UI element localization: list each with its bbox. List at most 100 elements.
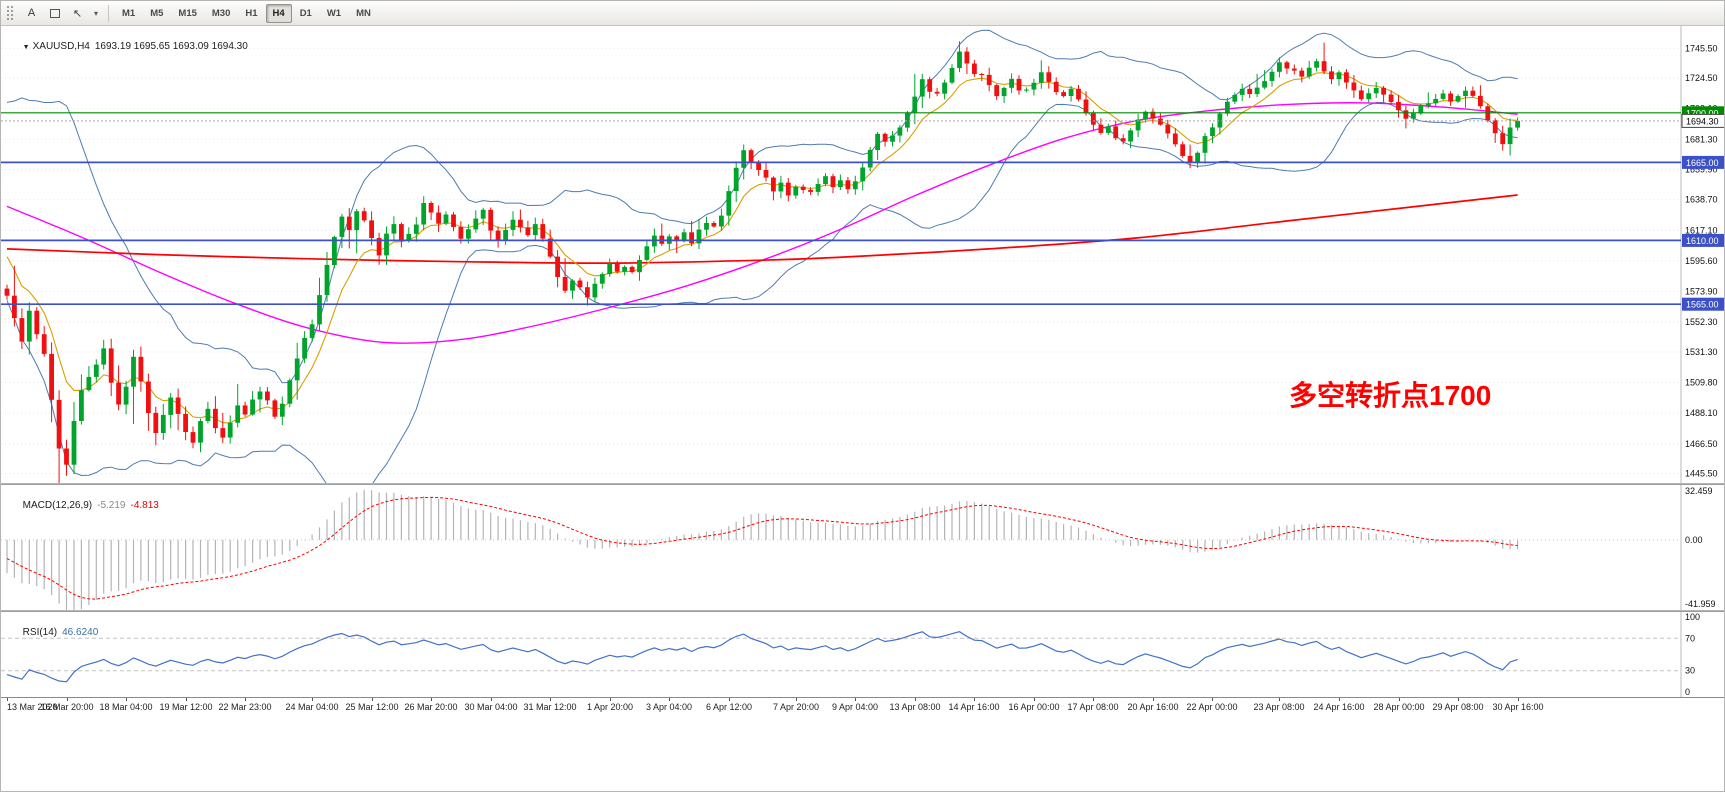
- text-box-button[interactable]: [44, 3, 65, 23]
- bollinger-lower-line: [6, 102, 1518, 483]
- time-axis-label: 25 Mar 12:00: [345, 702, 399, 712]
- svg-text:1509.80: 1509.80: [1685, 377, 1718, 387]
- rsi-header: RSI(14) 46.6240: [6, 616, 99, 649]
- time-axis-tick: [1279, 698, 1280, 701]
- time-axis-label: 30 Mar 04:00: [464, 702, 518, 712]
- time-axis-label: 19 Mar 12:00: [159, 702, 213, 712]
- rsi-canvas[interactable]: 100 70 30 0: [1, 612, 1725, 697]
- time-axis-label: 3 Apr 04:00: [645, 702, 693, 712]
- macd-canvas[interactable]: 32.459 0.00 -41.959: [1, 485, 1725, 610]
- time-axis[interactable]: 13 Mar 2020 16 Mar 20:00 18 Mar 04:00 19 Ma…: [1, 697, 1724, 714]
- macd-panel: MACD(12,26,9) -5.219 -4.813 32.459 0.00 -41.…: [1, 485, 1725, 610]
- price-axis[interactable]: [1681, 26, 1725, 483]
- svg-text:30: 30: [1685, 666, 1695, 676]
- time-axis-tick: [610, 698, 611, 701]
- time-axis-tick: [796, 698, 797, 701]
- timeframe-m5-button[interactable]: M5: [143, 4, 170, 23]
- time-axis-tick: [1399, 698, 1400, 701]
- level-price-label: 1610.00: [1686, 236, 1719, 246]
- svg-text:0: 0: [1685, 687, 1690, 697]
- time-axis-label: 24 Mar 04:00: [285, 702, 339, 712]
- main-chart-canvas[interactable]: 1745.501724.501703.101681.301659.901638.…: [1, 26, 1725, 483]
- time-axis-tick: [7, 698, 8, 701]
- timeframe-m1-button[interactable]: M1: [115, 4, 142, 23]
- timeframe-buttons: M1 M5 M15 M30 H1 H4 D1 W1 MN: [115, 3, 378, 23]
- bid-price-label: 1694.30: [1686, 116, 1719, 126]
- svg-text:1724.50: 1724.50: [1685, 73, 1718, 83]
- macd-header: MACD(12,26,9) -5.219 -4.813: [6, 489, 159, 522]
- macd-label: MACD(12,26,9): [22, 500, 93, 511]
- toolbar-separator: [108, 4, 109, 22]
- bottom-spacer: [1, 714, 1724, 791]
- time-axis-label: 13 Apr 08:00: [889, 702, 941, 712]
- svg-text:1488.10: 1488.10: [1685, 408, 1718, 418]
- timeframe-mn-button[interactable]: MN: [349, 4, 378, 23]
- box-icon: [49, 8, 60, 18]
- chart-collapse-icon[interactable]: ▼: [22, 44, 30, 51]
- time-axis-label: 6 Apr 12:00: [705, 702, 753, 712]
- time-axis-label: 28 Apr 00:00: [1373, 702, 1425, 712]
- time-axis-tick: [915, 698, 916, 701]
- svg-text:1466.50: 1466.50: [1685, 439, 1718, 449]
- svg-text:1445.50: 1445.50: [1685, 469, 1718, 479]
- svg-text:1552.30: 1552.30: [1685, 317, 1718, 327]
- symbol-period-label: XAUUSD,H4: [32, 41, 90, 52]
- panel-separator[interactable]: [1, 483, 1724, 485]
- annotation-letter-button[interactable]: A: [21, 3, 42, 23]
- toolbar-drag-handle[interactable]: [6, 5, 15, 21]
- svg-text:0.00: 0.00: [1685, 535, 1703, 545]
- timeframe-m15-button[interactable]: M15: [171, 4, 203, 23]
- time-axis-label: 13 Mar 2020: [7, 702, 58, 712]
- ema-fast-line: [6, 72, 1518, 424]
- timeframe-h4-button[interactable]: H4: [265, 3, 292, 23]
- time-axis-tick: [550, 698, 551, 701]
- rsi-panel: RSI(14) 46.6240 100 70 30 0: [1, 612, 1725, 697]
- time-axis-tick: [126, 698, 127, 701]
- rsi-value: 46.6240: [62, 627, 99, 638]
- time-axis-tick: [1518, 698, 1519, 701]
- time-axis-label: 18 Mar 04:00: [99, 702, 153, 712]
- time-axis-tick: [372, 698, 373, 701]
- time-axis-label: 23 Apr 08:00: [1253, 702, 1305, 712]
- time-axis-tick: [1093, 698, 1094, 701]
- timeframe-m30-button[interactable]: M30: [205, 4, 237, 23]
- level-price-label: 1665.00: [1686, 158, 1719, 168]
- time-axis-label: 14 Apr 16:00: [948, 702, 1000, 712]
- rsi-line: [6, 631, 1518, 683]
- time-axis-tick: [974, 698, 975, 701]
- time-axis-tick: [1458, 698, 1459, 701]
- time-axis-label: 24 Apr 16:00: [1313, 702, 1365, 712]
- svg-text:-41.959: -41.959: [1685, 599, 1716, 609]
- time-axis-tick: [1339, 698, 1340, 701]
- chart-header: ▼ XAUUSD,H4 1693.19 1695.65 1693.09 1694.3…: [6, 30, 248, 63]
- time-axis-label: 7 Apr 20:00: [772, 702, 820, 712]
- time-axis-tick: [1212, 698, 1213, 701]
- time-axis-label: 31 Mar 12:00: [523, 702, 577, 712]
- ma-slow-line: [6, 194, 1518, 264]
- time-axis-label: 1 Apr 20:00: [586, 702, 634, 712]
- time-axis-label: 17 Apr 08:00: [1067, 702, 1119, 712]
- svg-text:1617.10: 1617.10: [1685, 225, 1718, 235]
- time-axis-label: 29 Apr 08:00: [1432, 702, 1484, 712]
- svg-text:1595.60: 1595.60: [1685, 256, 1718, 266]
- svg-text:1531.30: 1531.30: [1685, 347, 1718, 357]
- macd-signal-line: [6, 496, 1518, 600]
- panel-separator[interactable]: [1, 610, 1724, 612]
- time-axis-tick: [491, 698, 492, 701]
- time-axis-label: 22 Apr 00:00: [1186, 702, 1238, 712]
- timeframe-h1-button[interactable]: H1: [238, 4, 264, 23]
- time-axis-label: 30 Apr 16:00: [1492, 702, 1544, 712]
- time-axis-tick: [67, 698, 68, 701]
- svg-text:70: 70: [1685, 633, 1695, 643]
- toolbar-left-buttons: A ↖ ▾: [5, 3, 102, 23]
- chart-annotation[interactable]: 多空转折点1700: [1289, 380, 1492, 411]
- cursor-dropdown-button[interactable]: ▾: [90, 3, 102, 23]
- timeframe-w1-button[interactable]: W1: [320, 4, 348, 23]
- level-price-label: 1700.00: [1686, 108, 1719, 118]
- time-axis-label: 16 Mar 20:00: [40, 702, 94, 712]
- timeframe-d1-button[interactable]: D1: [293, 4, 319, 23]
- time-axis-tick: [186, 698, 187, 701]
- bollinger-upper-line: [6, 29, 1518, 384]
- cursor-tool-button[interactable]: ↖: [67, 3, 88, 23]
